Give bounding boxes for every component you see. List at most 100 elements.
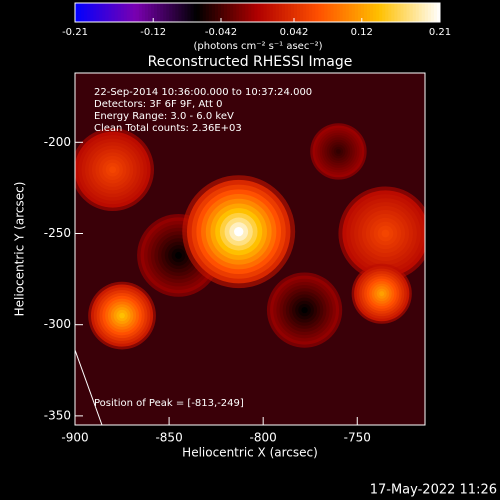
- source-level: [234, 226, 244, 237]
- colorbar-cell: [224, 3, 228, 22]
- colorbar-cell: [114, 3, 119, 22]
- colorbar-cell: [342, 3, 347, 22]
- colorbar-cell: [96, 3, 100, 22]
- colorbar-cell: [205, 3, 210, 22]
- colorbar-cell: [433, 3, 438, 22]
- x-tick-label: -750: [344, 431, 371, 445]
- colorbar-cell: [415, 3, 420, 22]
- colorbar-cell: [294, 3, 298, 22]
- annotation: Clean Total counts: 2.36E+03: [94, 123, 242, 134]
- colorbar-tick-label: 0.042: [280, 27, 309, 38]
- peak-label: Position of Peak = [-813,-249]: [94, 398, 244, 409]
- x-tick-label: -900: [61, 431, 88, 445]
- source-level: [109, 166, 117, 174]
- colorbar-cell: [418, 3, 423, 22]
- colorbar-cell: [406, 3, 411, 22]
- colorbar-cell: [357, 3, 362, 22]
- colorbar-tick-label: -0.12: [140, 27, 166, 38]
- colorbar-cell: [211, 3, 216, 22]
- colorbar-cell: [400, 3, 404, 22]
- colorbar-cell: [315, 3, 319, 22]
- y-tick-label: -350: [44, 408, 71, 422]
- colorbar-cell: [300, 3, 304, 22]
- colorbar-cell: [394, 3, 398, 22]
- colorbar-cell: [90, 3, 94, 22]
- colorbar-cell: [175, 3, 179, 22]
- colorbar-label: (photons cm⁻² s⁻¹ asec⁻²): [193, 41, 322, 52]
- colorbar-cell: [391, 3, 395, 22]
- colorbar-cell: [263, 3, 268, 22]
- colorbar-cell: [351, 3, 356, 22]
- colorbar-cell: [196, 3, 201, 22]
- colorbar-cell: [430, 3, 435, 22]
- colorbar-cell: [172, 3, 176, 22]
- colorbar-cell: [233, 3, 237, 22]
- colorbar-cell: [281, 3, 286, 22]
- colorbar-cell: [84, 3, 88, 22]
- colorbar-cell: [290, 3, 295, 22]
- colorbar-cell: [190, 3, 195, 22]
- colorbar-cell: [345, 3, 350, 22]
- y-tick-label: -250: [44, 226, 71, 240]
- y-tick-label: -200: [44, 135, 71, 149]
- colorbar-cell: [236, 3, 240, 22]
- colorbar-cell: [184, 3, 189, 22]
- colorbar-cell: [385, 3, 389, 22]
- colorbar-cell: [126, 3, 131, 22]
- colorbar-cell: [242, 3, 246, 22]
- colorbar-cell: [427, 3, 432, 22]
- colorbar-cell: [99, 3, 103, 22]
- colorbar-cell: [382, 3, 386, 22]
- colorbar-cell: [239, 3, 243, 22]
- colorbar-frame: [74, 2, 441, 23]
- colorbar-cell: [388, 3, 392, 22]
- colorbar-cell: [367, 3, 371, 22]
- colorbar-cell: [154, 3, 158, 22]
- colorbar-cell: [111, 3, 116, 22]
- plot-frame: [74, 72, 426, 426]
- colorbar-cell: [87, 3, 91, 22]
- colorbar-cell: [287, 3, 292, 22]
- colorbar-cell: [412, 3, 417, 22]
- annotation: Energy Range: 3.0 - 6.0 keV: [94, 111, 234, 122]
- colorbar-cell: [202, 3, 207, 22]
- y-axis-label: Heliocentric Y (arcsec): [13, 182, 27, 317]
- colorbar-cell: [245, 3, 249, 22]
- colorbar-cell: [227, 3, 231, 22]
- colorbar-cell: [138, 3, 143, 22]
- colorbar-cell: [248, 3, 252, 22]
- colorbar-cell: [166, 3, 170, 22]
- colorbar-cell: [214, 3, 219, 22]
- colorbar-cell: [409, 3, 414, 22]
- source-level: [301, 306, 308, 314]
- source-level: [119, 312, 125, 319]
- colorbar-cell: [266, 3, 271, 22]
- colorbar-cell: [269, 3, 274, 22]
- colorbar-cell: [303, 3, 307, 22]
- colorbar-cell: [135, 3, 140, 22]
- colorbar-cell: [339, 3, 344, 22]
- colorbar-tick-label: -0.042: [205, 27, 237, 38]
- colorbar-cell: [312, 3, 316, 22]
- colorbar-cell: [178, 3, 182, 22]
- colorbar-cell: [318, 3, 322, 22]
- colorbar-cell: [272, 3, 277, 22]
- colorbar-cell: [436, 3, 441, 22]
- colorbar-cell: [199, 3, 204, 22]
- colorbar-cell: [254, 3, 258, 22]
- colorbar-cell: [397, 3, 401, 22]
- source-level: [379, 291, 385, 297]
- colorbar-cell: [78, 3, 82, 22]
- colorbar-cell: [278, 3, 283, 22]
- colorbar-cell: [230, 3, 234, 22]
- colorbar-cell: [260, 3, 265, 22]
- colorbar-cell: [75, 3, 79, 22]
- colorbar-cell: [120, 3, 125, 22]
- colorbar-cell: [148, 3, 152, 22]
- colorbar-tick-label: 0.21: [429, 27, 451, 38]
- colorbar-cell: [370, 3, 374, 22]
- colorbar-cell: [144, 3, 149, 22]
- colorbar-cell: [327, 3, 331, 22]
- colorbar-cell: [403, 3, 408, 22]
- image: [75, 123, 425, 350]
